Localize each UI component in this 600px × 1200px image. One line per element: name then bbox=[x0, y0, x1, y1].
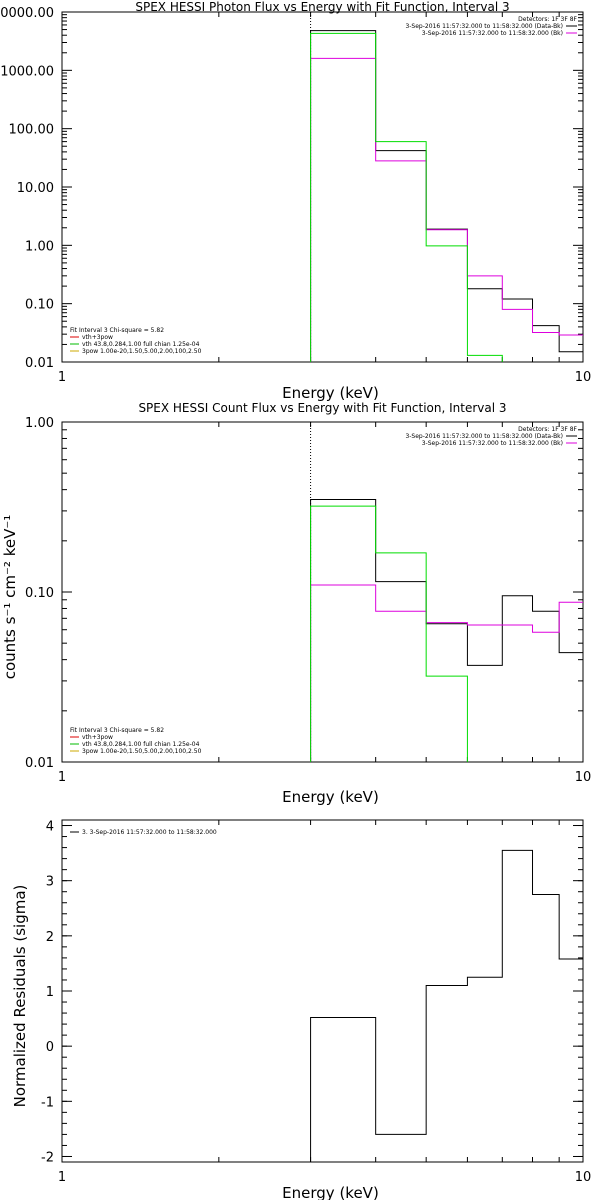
legend-entry-label: 3pow 1.00e-20,1.50,5.00,2.00,100,2.50 bbox=[82, 748, 202, 755]
detectors-legend-header: Detectors: 1F 3F 8F bbox=[518, 426, 577, 433]
legend-entry-label: 3-Sep-2016 11:57:32.000 to 11:58:32.000 … bbox=[422, 30, 563, 37]
x-tick-label: 1 bbox=[58, 1170, 66, 1185]
legend-entry-label: 3-Sep-2016 11:57:32.000 to 11:58:32.000 … bbox=[405, 23, 563, 30]
plot-frame bbox=[61, 819, 584, 1163]
legend-entry-label: 3-Sep-2016 11:57:32.000 to 11:58:32.000 … bbox=[422, 440, 563, 447]
legend-entry-label: vth 43.8,0.284,1.00 full chian 1.25e-04 bbox=[82, 341, 200, 348]
y-tick-label: -1 bbox=[41, 1095, 54, 1110]
x-axis-label: Energy (keV) bbox=[282, 1184, 379, 1200]
y-tick-label: 0.10 bbox=[25, 298, 54, 313]
x-tick-label: 1 bbox=[58, 770, 66, 785]
y-tick-label: 100.00 bbox=[9, 123, 55, 138]
y-tick-label: 3 bbox=[46, 875, 54, 890]
y-tick-label: 10.00 bbox=[17, 181, 54, 196]
data-layer bbox=[310, 30, 583, 362]
fit-legend-header: Fit Interval 3 Chi-square = 5.82 bbox=[70, 727, 164, 734]
data-layer bbox=[310, 849, 583, 1162]
y-tick-label: -2 bbox=[41, 1150, 54, 1165]
x-tick-label: 10 bbox=[575, 770, 592, 785]
x-tick-label: 1 bbox=[58, 370, 66, 385]
legend-entry-label: 3. 3-Sep-2016 11:57:32.000 to 11:58:32.0… bbox=[82, 829, 217, 836]
chart-title: SPEX HESSI Photon Flux vs Energy with Fi… bbox=[135, 0, 509, 14]
legend-entry-label: vth 43.8,0.284,1.00 full chian 1.25e-04 bbox=[82, 741, 200, 748]
y-tick-label: 1 bbox=[46, 985, 54, 1000]
panel-3: Energy (keV) Normalized Residuals (sigma)… bbox=[11, 819, 592, 1200]
y-tick-label: 1000.00 bbox=[0, 64, 54, 79]
series-1-histogram bbox=[310, 849, 583, 1162]
data-layer bbox=[310, 499, 583, 762]
x-tick-label: 10 bbox=[575, 370, 592, 385]
fit-legend-header: Fit Interval 3 Chi-square = 5.82 bbox=[70, 327, 164, 334]
y-tick-label: 4 bbox=[46, 820, 54, 835]
series-2-histogram bbox=[310, 57, 583, 362]
y-tick-label: 1.00 bbox=[25, 239, 54, 254]
y-tick-label: 1.00 bbox=[25, 416, 54, 431]
y-tick-label: 0.01 bbox=[25, 756, 54, 771]
x-axis-label: Energy (keV) bbox=[282, 384, 379, 402]
y-tick-label: 2 bbox=[46, 930, 54, 945]
panel-1: SPEX HESSI Photon Flux vs Energy with Fi… bbox=[0, 0, 591, 402]
y-tick-label: 0 bbox=[46, 1040, 54, 1055]
y-tick-label: 0000.00 bbox=[0, 6, 54, 21]
series-1-histogram bbox=[310, 30, 583, 362]
legend-entry-label: vth+3pow bbox=[82, 734, 113, 741]
y-axis-label: Normalized Residuals (sigma) bbox=[11, 885, 29, 1108]
series-3-histogram bbox=[310, 32, 503, 362]
x-axis-label: Energy (keV) bbox=[282, 788, 379, 806]
legend-entry-label: 3-Sep-2016 11:57:32.000 to 11:58:32.000 … bbox=[405, 433, 563, 440]
panel-2: SPEX HESSI Count Flux vs Energy with Fit… bbox=[1, 401, 591, 806]
y-tick-label: 0.10 bbox=[25, 586, 54, 601]
x-tick-label: 10 bbox=[575, 1170, 592, 1185]
legend-entry-label: vth+3pow bbox=[82, 334, 113, 341]
legend-entry-label: 3pow 1.00e-20,1.50,5.00,2.00,100,2.50 bbox=[82, 348, 202, 355]
series-3-histogram bbox=[310, 505, 468, 762]
y-axis-label: counts s⁻¹ cm⁻² keV⁻¹ bbox=[1, 515, 19, 680]
series-2-histogram bbox=[310, 584, 583, 762]
detectors-legend-header: Detectors: 1F 3F 8F bbox=[518, 16, 577, 23]
plot-frame bbox=[61, 421, 584, 763]
chart-title: SPEX HESSI Count Flux vs Energy with Fit… bbox=[138, 401, 506, 415]
y-tick-label: 0.01 bbox=[25, 356, 54, 371]
